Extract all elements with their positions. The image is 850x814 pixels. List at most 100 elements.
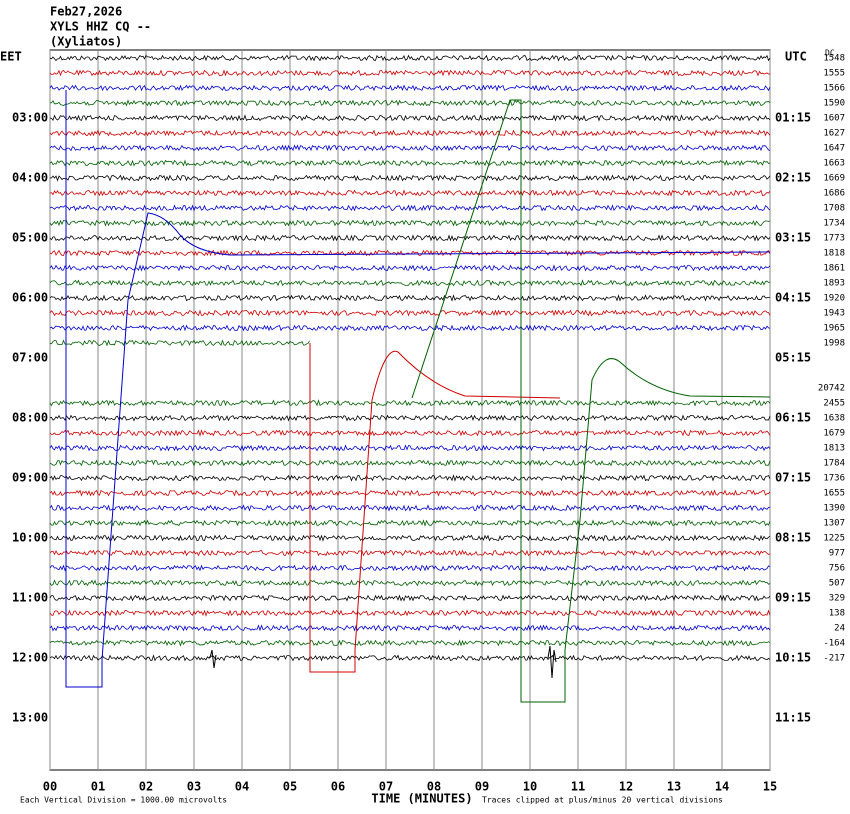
plot-frame: [49, 49, 771, 771]
trace: [49, 549, 771, 557]
trace: [49, 474, 771, 482]
dc-offset: 1943: [823, 309, 845, 319]
trace: [49, 594, 771, 602]
right-time-label: 10:15: [775, 651, 811, 665]
trace: [49, 294, 770, 302]
spike: [547, 645, 557, 679]
x-tick-label: 12: [619, 780, 633, 794]
title-line: Feb27,2026: [50, 5, 122, 19]
trace: [49, 159, 771, 167]
trace: [49, 639, 771, 647]
x-tick-label: 01: [91, 780, 105, 794]
left-time-label: 12:00: [12, 651, 48, 665]
dc-offset: 1566: [823, 84, 845, 94]
trace: [49, 144, 771, 152]
grid: [49, 50, 771, 770]
dc-offset: 24: [834, 624, 845, 634]
trace: [49, 489, 771, 497]
right-time-label: 08:15: [775, 531, 811, 545]
left-time-label: 08:00: [12, 411, 48, 425]
dc-offset: 1555: [823, 69, 845, 79]
x-tick-label: 06: [331, 780, 345, 794]
dc-offset: 1998: [823, 339, 845, 349]
dc-offset: 1607: [823, 114, 845, 124]
dc-offset: 1861: [823, 264, 845, 274]
right-time-label: 02:15: [775, 171, 811, 185]
x-tick-label: 00: [43, 780, 57, 794]
trace: [49, 324, 771, 332]
trace: [49, 219, 771, 227]
x-tick-label: 15: [763, 780, 777, 794]
trace: [49, 534, 771, 542]
trace: [49, 54, 771, 62]
trace: [49, 504, 771, 512]
trace: [49, 414, 771, 422]
trace: [49, 309, 771, 317]
x-tick-label: 05: [283, 780, 297, 794]
left-time-label: 03:00: [12, 111, 48, 125]
x-tick-label: 13: [667, 780, 681, 794]
left-time-label: 10:00: [12, 531, 48, 545]
left-time-label: 06:00: [12, 291, 48, 305]
x-tick-label: 07: [379, 780, 393, 794]
dc-offset: 1784: [823, 459, 845, 469]
right-time-label: 11:15: [775, 711, 811, 725]
trace: [49, 444, 771, 452]
dc-offset: 1734: [823, 219, 845, 229]
x-tick-label: 04: [235, 780, 249, 794]
right-time-label: 06:15: [775, 411, 811, 425]
dc-offset: 756: [829, 564, 845, 574]
right-time-label: 07:15: [775, 471, 811, 485]
trace: [49, 99, 771, 107]
dc-offset: 1663: [823, 159, 845, 169]
clipped-signal: [65, 90, 771, 688]
dc-offset: 507: [829, 579, 845, 589]
right-time-label: 05:15: [775, 351, 811, 365]
right-time-label: 09:15: [775, 591, 811, 605]
left-time-label: 13:00: [12, 711, 48, 725]
clipped-signal: [309, 343, 561, 673]
dc-offset: 1590: [823, 99, 845, 109]
right-time-label: 03:15: [775, 231, 811, 245]
title-line: XYLS HHZ CQ --: [50, 20, 151, 34]
left-time-label: 04:00: [12, 171, 48, 185]
trace: [49, 654, 771, 662]
clipped-signal: [411, 99, 771, 703]
trace: [49, 609, 771, 617]
dc-offset: 1686: [823, 189, 845, 199]
right-time-label: 04:15: [775, 291, 811, 305]
right-header: UTC: [785, 50, 807, 64]
dc-offset: 1655: [823, 489, 845, 499]
trace: [50, 174, 771, 182]
trace: [49, 519, 771, 527]
dc-offset: 1307: [823, 519, 845, 529]
dc-offset: 20742: [818, 384, 845, 394]
dc-offset: 1390: [823, 504, 845, 514]
x-tick-label: 11: [571, 780, 585, 794]
title-line: (Xyliatos): [50, 35, 122, 49]
dc-offset: 1920: [823, 294, 845, 304]
dc-offset: 1965: [823, 324, 845, 334]
dc-offset: 1647: [823, 144, 845, 154]
x-tick-label: 08: [427, 780, 441, 794]
dc-offset: 1548: [823, 54, 845, 64]
trace: [49, 204, 771, 212]
trace: [49, 264, 771, 272]
traces: [49, 54, 771, 662]
dc-offset: 1893: [823, 279, 845, 289]
x-tick-label: 09: [475, 780, 489, 794]
spike: [209, 649, 217, 669]
x-axis-label: TIME (MINUTES): [371, 792, 472, 806]
right-time-label: 01:15: [775, 111, 811, 125]
events: [65, 90, 771, 703]
x-tick-label: 14: [715, 780, 729, 794]
trace: [49, 189, 771, 197]
trace: [49, 429, 771, 437]
trace: [49, 399, 771, 407]
trace: [49, 114, 771, 122]
trace: [49, 129, 771, 137]
left-time-label: 11:00: [12, 591, 48, 605]
dc-offset: 1225: [823, 534, 845, 544]
dc-offset: 1669: [823, 174, 845, 184]
